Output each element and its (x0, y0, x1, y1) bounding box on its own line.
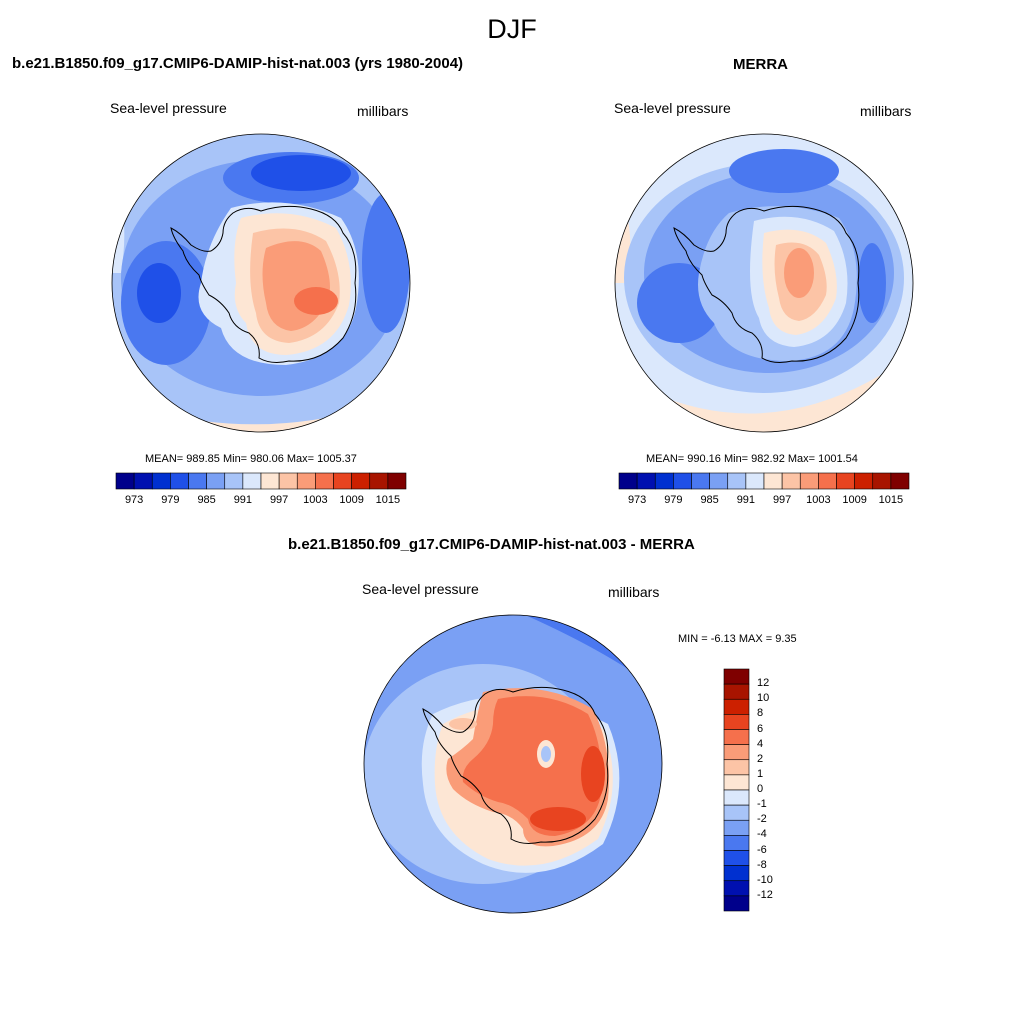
panel-1-title: b.e21.B1850.f09_g17.CMIP6-DAMIP-hist-nat… (12, 55, 464, 72)
colorbar-tick-label: 1009 (842, 494, 867, 506)
colorbar-tick-label: 6 (757, 722, 764, 735)
colorbar-swatch (188, 472, 207, 490)
colorbar-tick-label: 991 (736, 494, 756, 506)
panel-2-title: MERRA (733, 56, 788, 73)
colorbar-swatch (351, 472, 371, 490)
colorbar-tick-label: 2 (757, 752, 764, 765)
colorbar-tick-label: 8 (757, 707, 764, 720)
panel-2-colorbar (618, 472, 910, 490)
colorbar-swatch (723, 744, 750, 761)
colorbar-tick-label: -8 (757, 858, 767, 871)
colorbar-tick-label: 12 (757, 677, 770, 690)
colorbar-tick-label: 991 (233, 494, 253, 506)
colorbar-swatch (278, 472, 298, 490)
colorbar-swatch (723, 895, 750, 912)
colorbar-swatch (723, 835, 750, 851)
panel-2-stats: MEAN= 990.16 Min= 982.92 Max= 1001.54 (646, 453, 858, 465)
colorbar-swatch (206, 472, 226, 490)
colorbar-tick-label: 1003 (806, 494, 831, 506)
colorbar-tick-label: 997 (269, 494, 289, 506)
panel-3-stats: MIN = -6.13 MAX = 9.35 (678, 633, 797, 645)
colorbar-swatch (333, 472, 352, 490)
colorbar-swatch (115, 472, 135, 490)
colorbar-swatch (387, 472, 407, 490)
colorbar-tick-label: 1009 (339, 494, 364, 506)
colorbar-swatch (260, 472, 280, 490)
colorbar-swatch (723, 819, 750, 836)
colorbar-tick-label: 997 (772, 494, 792, 506)
colorbar-tick-label: 4 (757, 737, 764, 750)
panel-3-colorbar (723, 668, 750, 912)
colorbar-swatch (727, 472, 747, 490)
colorbar-swatch (242, 472, 262, 490)
colorbar-swatch (818, 472, 837, 490)
colorbar-swatch (872, 472, 892, 490)
panel-3-polar-map (363, 614, 663, 914)
colorbar-swatch (723, 759, 750, 776)
colorbar-swatch (723, 880, 750, 897)
colorbar-swatch (691, 472, 710, 490)
colorbar-tick-label: 985 (700, 494, 719, 506)
colorbar-swatch (673, 472, 692, 490)
colorbar-swatch (170, 472, 189, 490)
panel-3-title: b.e21.B1850.f09_g17.CMIP6-DAMIP-hist-nat… (288, 536, 695, 553)
panel-2-left-label: Sea-level pressure (614, 100, 731, 116)
colorbar-swatch (854, 472, 874, 490)
colorbar-swatch (745, 472, 765, 490)
colorbar-tick-label: -4 (757, 828, 767, 841)
colorbar-swatch (636, 472, 656, 490)
colorbar-swatch (799, 472, 819, 490)
colorbar-swatch (723, 668, 750, 685)
colorbar-swatch (709, 472, 729, 490)
colorbar-tick-label: 1015 (375, 494, 401, 506)
colorbar-swatch (654, 472, 674, 490)
colorbar-swatch (618, 472, 638, 490)
colorbar-swatch (369, 472, 389, 490)
colorbar-tick-label: 973 (627, 494, 647, 506)
colorbar-swatch (723, 698, 750, 715)
colorbar-swatch (224, 472, 244, 490)
colorbar-swatch (723, 850, 750, 866)
colorbar-swatch (315, 472, 334, 490)
colorbar-tick-label: 973 (124, 494, 144, 506)
panel-2-units-label: millibars (860, 103, 912, 119)
colorbar-tick-label: 979 (161, 494, 180, 506)
colorbar-swatch (890, 472, 910, 490)
colorbar-swatch (723, 789, 750, 806)
colorbar-tick-label: 979 (664, 494, 683, 506)
colorbar-swatch (781, 472, 801, 490)
colorbar-swatch (723, 865, 750, 882)
colorbar-swatch (723, 683, 750, 700)
colorbar-tick-label: 1 (757, 767, 764, 780)
panel-1-stats: MEAN= 989.85 Min= 980.06 Max= 1005.37 (145, 453, 357, 465)
colorbar-tick-label: -2 (757, 813, 767, 826)
colorbar-tick-label: 10 (757, 692, 770, 705)
colorbar-tick-label: 0 (757, 783, 764, 795)
panel-1-polar-map (111, 133, 411, 433)
panel-1-left-label: Sea-level pressure (110, 100, 227, 116)
colorbar-swatch (763, 472, 783, 490)
colorbar-tick-label: 1003 (303, 494, 328, 506)
colorbar-tick-label: 1015 (878, 494, 904, 506)
colorbar-tick-label: -1 (757, 798, 767, 811)
panel-3-left-label: Sea-level pressure (362, 581, 479, 597)
colorbar-swatch (836, 472, 855, 490)
colorbar-tick-label: -12 (757, 888, 773, 901)
colorbar-swatch (151, 472, 171, 490)
colorbar-tick-label: 985 (197, 494, 216, 506)
colorbar-swatch (723, 729, 750, 745)
colorbar-swatch (723, 774, 750, 791)
colorbar-swatch (723, 714, 750, 730)
page-title: DJF (487, 14, 537, 44)
colorbar-tick-label: -10 (757, 873, 773, 886)
colorbar-tick-label: -6 (757, 843, 767, 856)
panel-2-polar-map (614, 133, 914, 433)
panel-3-units-label: millibars (608, 584, 660, 600)
colorbar-swatch (296, 472, 316, 490)
panel-1-colorbar (115, 472, 407, 490)
panel-1-units-label: millibars (357, 103, 409, 119)
colorbar-swatch (133, 472, 153, 490)
colorbar-swatch (723, 804, 750, 821)
